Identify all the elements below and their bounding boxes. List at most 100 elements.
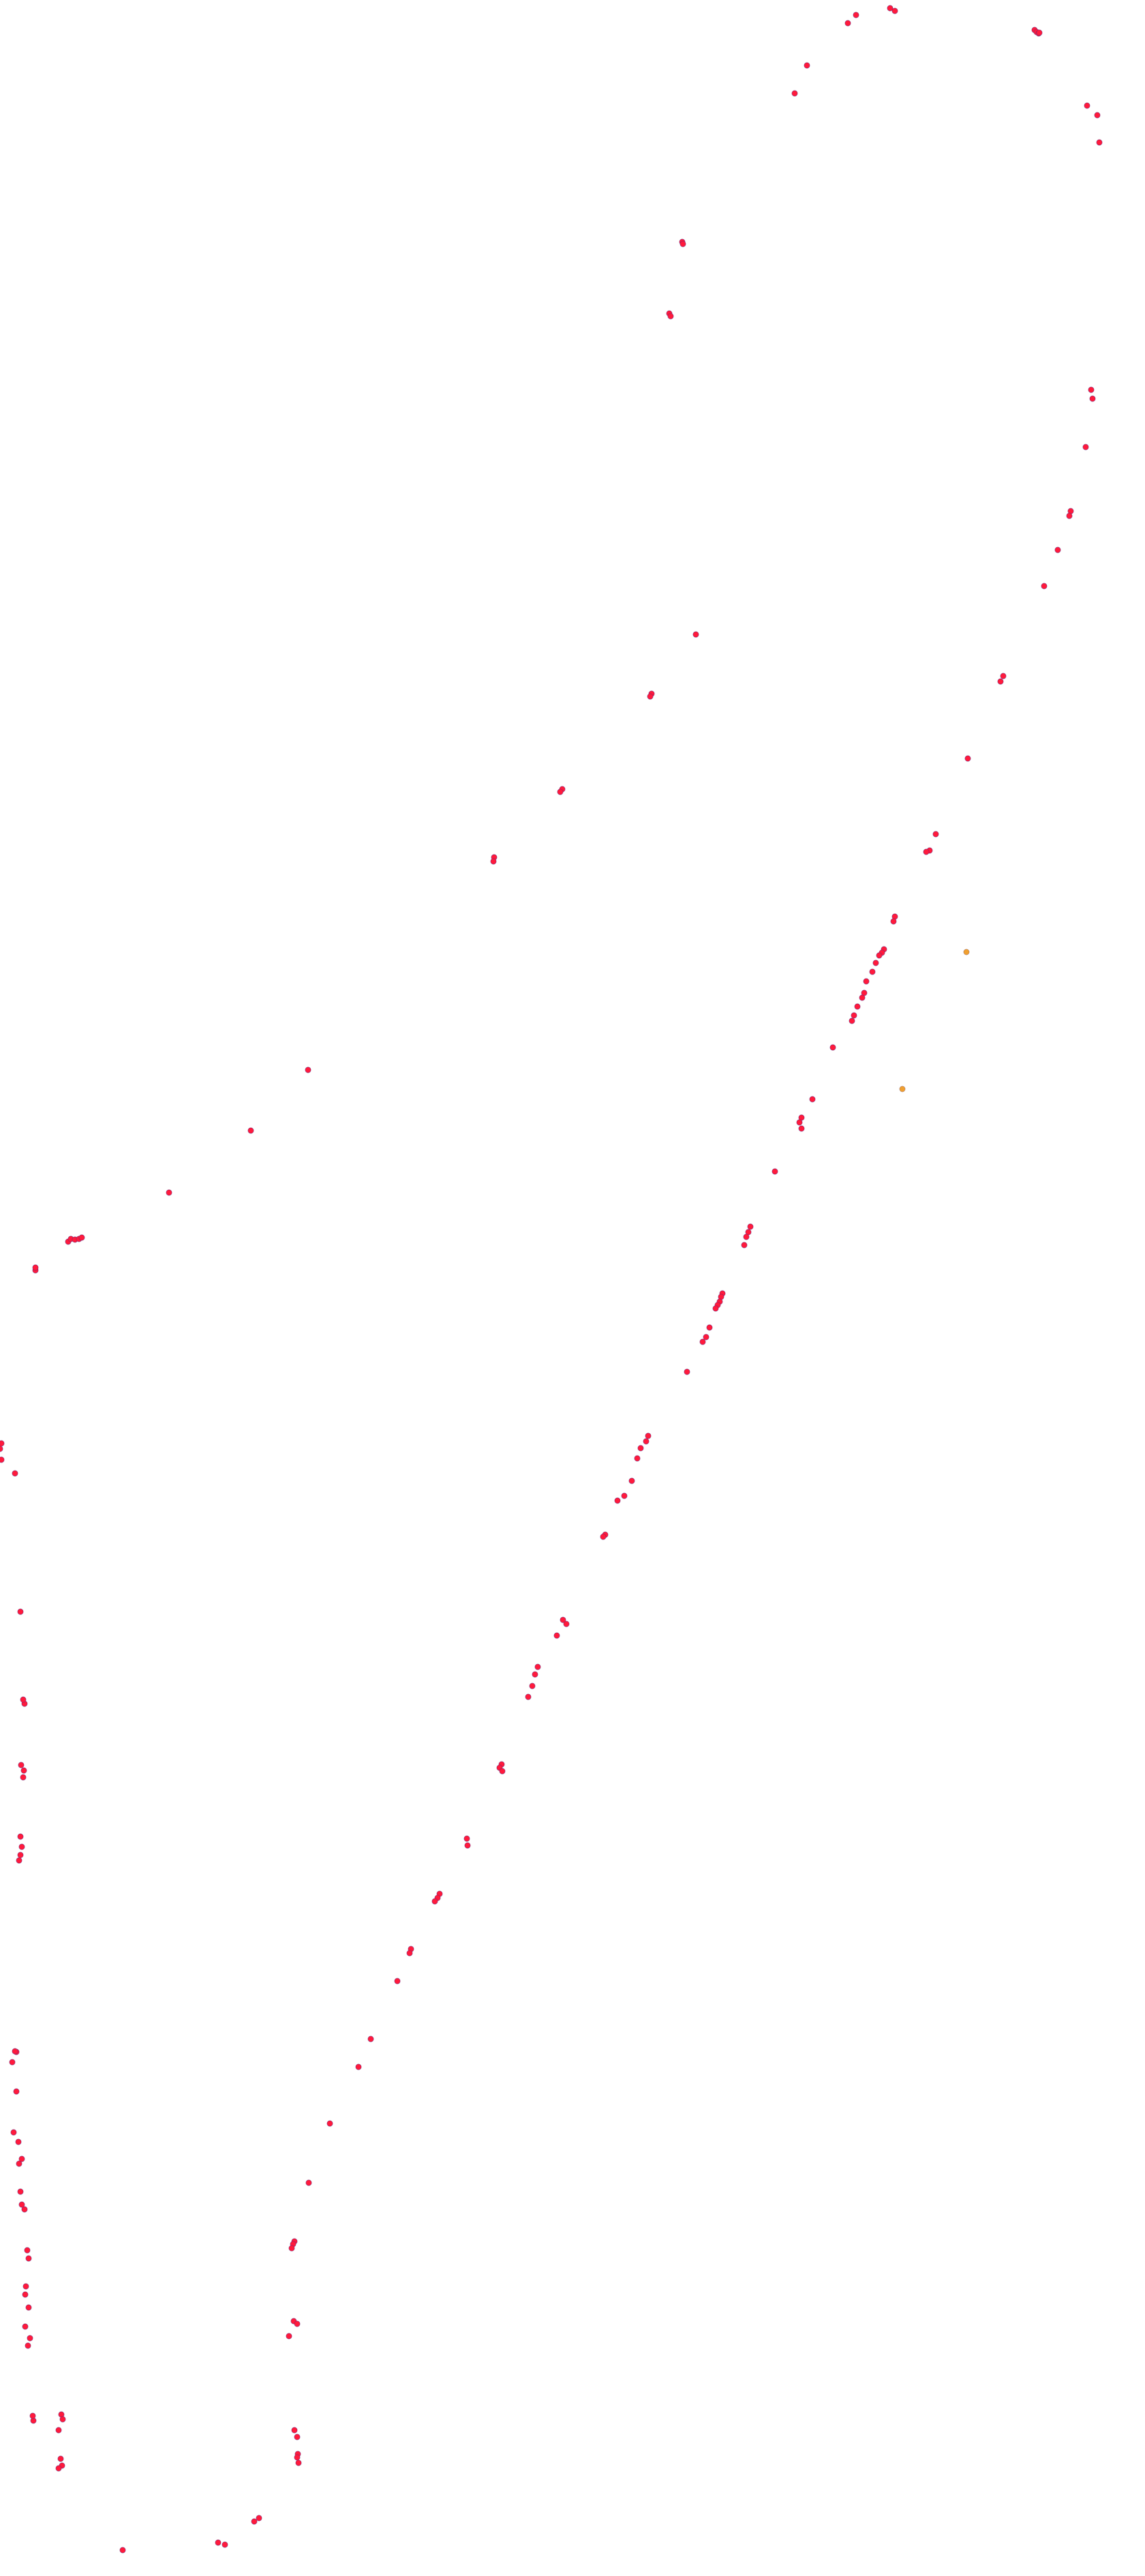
track-dot [863,978,870,985]
track-dot [534,1663,541,1670]
track-dot [796,1119,803,1126]
track-dot [406,1950,413,1957]
track-dot [887,5,894,12]
track-dot [55,2465,62,2472]
track-dot [712,1305,719,1312]
track-dot [12,1470,18,1477]
track-dot [647,693,654,700]
track-dot [680,241,686,247]
track-dot [809,1096,816,1103]
track-dot [997,678,1004,685]
track-dot [1041,583,1048,589]
track-dot [463,1835,470,1842]
track-dot [699,1338,706,1345]
track-dot [294,2320,301,2327]
track-dot [876,952,883,959]
track-dot [872,960,879,966]
track-dot [57,2455,64,2462]
track-dot [55,2427,62,2434]
track-dot [78,1234,85,1241]
track-dot [367,2036,374,2042]
track-dot [295,2459,302,2466]
track-dot [0,1445,3,1452]
track-dot [1089,395,1096,402]
track-dot [464,1842,471,1849]
track-dot [16,2160,22,2167]
track-dot [553,1632,560,1639]
track-dot [12,2048,18,2055]
track-dot [25,2342,31,2349]
track-dot [291,2427,298,2434]
track-dot [964,755,971,762]
track-dot [798,1125,805,1132]
track-dot [119,2547,126,2554]
track-dot [0,1456,5,1463]
track-dot [251,2518,258,2525]
track-dot [21,2206,28,2213]
track-dot [621,1492,628,1499]
track-dot [166,1189,172,1196]
track-dot [853,12,859,18]
track-dot [1094,112,1101,119]
track-dot [1088,386,1095,393]
accent-dot [899,1086,906,1092]
track-dot [326,2120,333,2127]
track-dot [286,2333,292,2340]
track-dot [628,1477,635,1484]
track-dot [643,1438,650,1445]
track-dot [16,1857,22,1864]
track-dot [634,1455,641,1462]
track-dot [645,1432,652,1439]
track-dot [706,1324,713,1331]
track-dot [923,848,930,855]
track-dot [22,2291,29,2298]
track-dot [525,1693,532,1700]
track-dot [637,1445,644,1452]
track-dot [27,2335,33,2342]
track-dot [854,1003,861,1010]
track-dot [1000,673,1007,679]
track-dot [29,2412,36,2419]
track-dot [667,313,674,320]
track-dot [305,1067,311,1073]
track-dot [532,1671,538,1678]
track-dot [256,2515,262,2521]
track-dot [20,1696,27,1703]
track-dot [32,1264,39,1271]
track-dot [24,2247,31,2254]
track-dot [355,2064,362,2070]
track-dot [0,1440,5,1447]
track-dot [1082,444,1089,450]
track-dot [829,1044,836,1051]
track-dot [891,7,898,14]
track-dot [747,1223,754,1230]
track-dot [851,1012,857,1019]
track-dot [1096,139,1103,146]
track-dot [59,2416,66,2423]
track-dot [22,2283,29,2290]
track-dot [932,831,939,838]
track-dot [490,858,497,865]
track-dot [772,1168,778,1175]
track-dot [499,1768,506,1775]
track-dot [9,2059,16,2066]
track-dot [859,994,866,1001]
track-dot [1084,102,1090,109]
track-dot [557,788,564,795]
track-dot [600,1533,607,1540]
track-dot [25,2304,32,2311]
track-dot [703,1334,709,1340]
track-dot [869,968,876,975]
track-dot [305,2179,312,2186]
track-dot [844,20,851,27]
track-dot [10,2129,17,2136]
track-dot [15,2138,22,2145]
track-dot [692,631,699,638]
accent-dots [899,949,970,1092]
track-dot [17,1852,24,1858]
track-dot [743,1233,750,1240]
track-dot [294,2454,301,2461]
track-dot [17,2188,24,2195]
